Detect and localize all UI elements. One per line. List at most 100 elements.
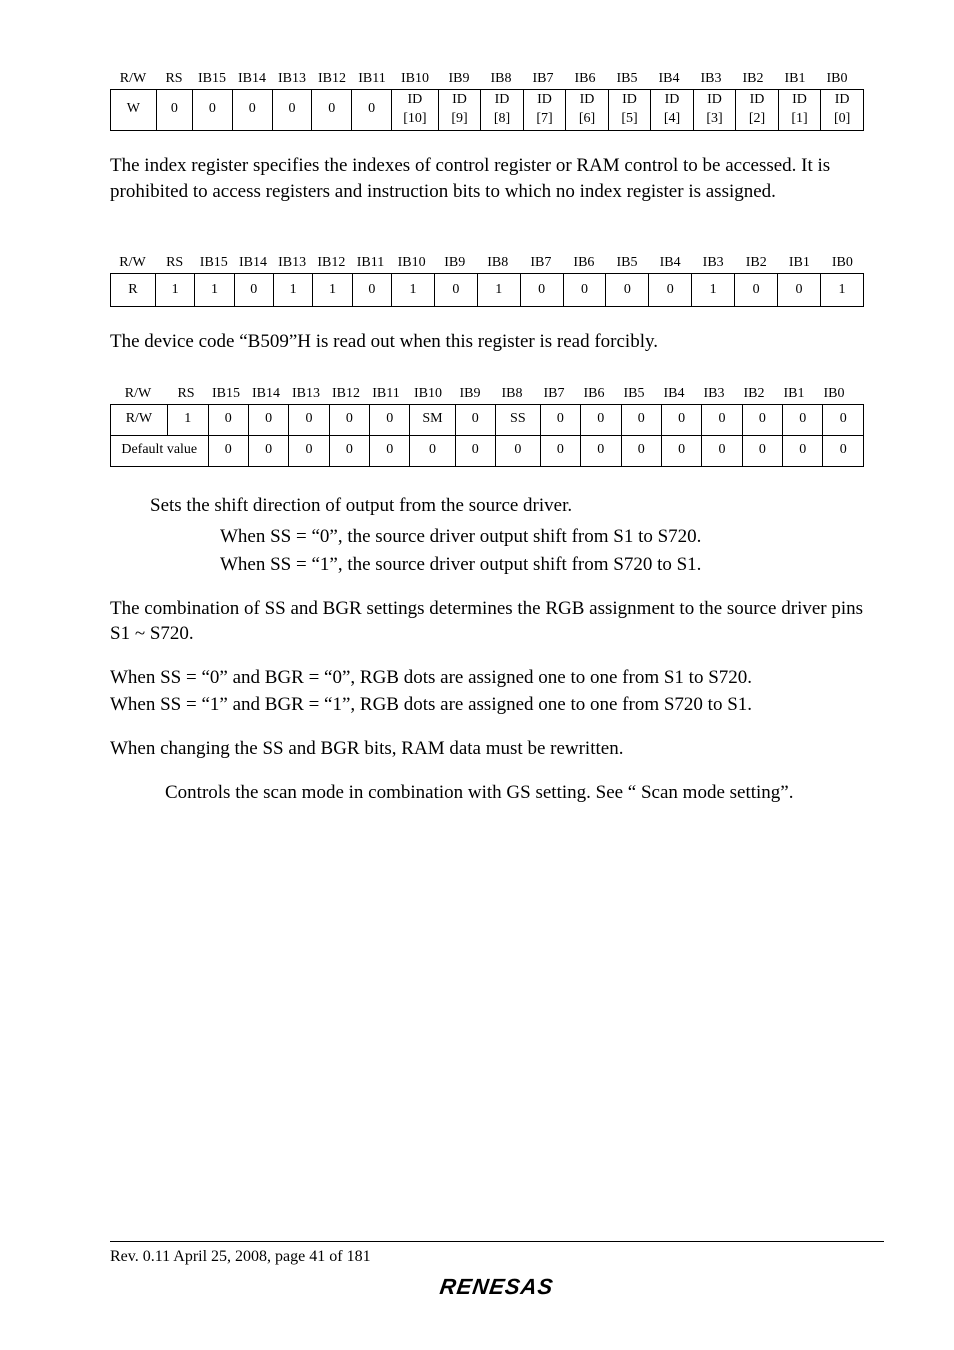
col-header: IB5	[614, 385, 654, 404]
reg-cell: 0	[823, 404, 864, 435]
reg-cell: 0	[329, 435, 369, 466]
reg-cell: 0	[621, 404, 661, 435]
reg-cell: ID[2]	[736, 89, 779, 130]
reg-cell: 1	[313, 274, 352, 307]
reg-cell: 1	[392, 274, 435, 307]
reg-cell: 0	[289, 435, 329, 466]
col-header: IB7	[519, 254, 562, 273]
reg-cell: 0	[289, 404, 329, 435]
reg-cell: 0	[540, 404, 580, 435]
sm-description-block: Controls the scan mode in combination wi…	[110, 780, 864, 806]
reg-cell: 1	[273, 274, 312, 307]
reg-cell: 0	[581, 404, 621, 435]
reg-cell: 0	[742, 404, 782, 435]
reg-cell: 0	[156, 89, 192, 130]
col-header: IB9	[438, 70, 480, 89]
col-header: IB4	[648, 70, 690, 89]
col-header: RS	[156, 70, 192, 89]
reg-cell: 0	[649, 274, 692, 307]
reg-cell: SM	[410, 404, 455, 435]
col-header: IB1	[774, 70, 816, 89]
footer-rule	[110, 1241, 884, 1242]
reg-cell: 0	[234, 274, 273, 307]
col-header: IB14	[246, 385, 286, 404]
col-header: IB10	[390, 254, 433, 273]
col-header: R/W	[110, 254, 155, 273]
sm-line: Controls the scan mode in combination wi…	[165, 780, 864, 806]
ss-case-1: When SS = “1”, the source driver output …	[220, 552, 864, 578]
reg-cell: ID[7]	[523, 89, 566, 130]
col-header: IB7	[522, 70, 564, 89]
col-header: IB14	[233, 254, 272, 273]
reg-cell: ID[3]	[693, 89, 736, 130]
rw-cell: Default value	[111, 435, 209, 466]
col-header: IB8	[480, 70, 522, 89]
col-header: IB3	[694, 385, 734, 404]
col-header: IB6	[564, 70, 606, 89]
reg-cell: 0	[329, 404, 369, 435]
reg-cell: 1	[477, 274, 520, 307]
reg-cell: 0	[783, 404, 823, 435]
reg-cell: 0	[606, 274, 649, 307]
col-header: IB6	[562, 254, 605, 273]
reg-cell: ID[1]	[778, 89, 821, 130]
rw-cell: W	[111, 89, 157, 130]
col-header: IB8	[490, 385, 534, 404]
reg-cell: 0	[434, 274, 477, 307]
col-header: IB10	[392, 70, 438, 89]
device-code-paragraph: The device code “B509”H is read out when…	[110, 329, 864, 355]
reg-cell: ID[6]	[566, 89, 609, 130]
page-footer: Rev. 0.11 April 25, 2008, page 41 of 181…	[110, 1241, 884, 1300]
col-header: IB12	[326, 385, 366, 404]
col-header: IB12	[312, 70, 352, 89]
col-header: IB9	[433, 254, 476, 273]
reg-cell: 0	[352, 89, 392, 130]
ss0-bgr0-line: When SS = “0” and BGR = “0”, RGB dots ar…	[110, 665, 864, 691]
reg-cell: 0	[370, 435, 410, 466]
col-header: IB11	[366, 385, 406, 404]
ss1-bgr1-line: When SS = “1” and BGR = “1”, RGB dots ar…	[110, 692, 864, 718]
col-header: IB6	[574, 385, 614, 404]
reg-cell: ID[10]	[391, 89, 438, 130]
renesas-logo: RENESAS	[440, 1274, 553, 1299]
reg-cell: 0	[193, 89, 233, 130]
col-header: IB10	[406, 385, 450, 404]
index-register-table: R/WRSIB15IB14IB13IB12IB11IB10IB9IB8IB7IB…	[110, 70, 864, 131]
reg-cell: 0	[702, 404, 742, 435]
col-header: IB1	[774, 385, 814, 404]
col-header: IB8	[476, 254, 519, 273]
col-header: IB13	[286, 385, 326, 404]
reg-cell: 0	[410, 435, 455, 466]
reg-cell: 0	[232, 89, 272, 130]
col-header: IB9	[450, 385, 490, 404]
col-header: IB15	[194, 254, 233, 273]
col-header: IB5	[605, 254, 648, 273]
reg-cell: 0	[248, 435, 288, 466]
col-header: IB0	[821, 254, 864, 273]
reg-cell: 0	[352, 274, 391, 307]
col-header: RS	[155, 254, 194, 273]
reg-cell: 0	[778, 274, 821, 307]
reg-cell: ID[4]	[651, 89, 694, 130]
col-header: IB3	[692, 254, 735, 273]
reg-cell: 0	[455, 435, 495, 466]
reg-cell: 0	[735, 274, 778, 307]
col-header: RS	[166, 385, 206, 404]
reg-cell: 0	[783, 435, 823, 466]
reg-cell: 0	[495, 435, 540, 466]
col-header: R/W	[110, 385, 166, 404]
reg-cell: 1	[167, 404, 208, 435]
reg-cell: ID[5]	[608, 89, 651, 130]
col-header: IB14	[232, 70, 272, 89]
reg-cell: 0	[455, 404, 495, 435]
ss-description-block: Sets the shift direction of output from …	[150, 493, 864, 578]
device-code-table: R/WRSIB15IB14IB13IB12IB11IB10IB9IB8IB7IB…	[110, 254, 864, 307]
reg-cell: 0	[370, 404, 410, 435]
col-header: IB12	[312, 254, 351, 273]
col-header: IB1	[778, 254, 821, 273]
rw-cell: R	[111, 274, 156, 307]
col-header: IB4	[654, 385, 694, 404]
col-header: IB13	[272, 70, 312, 89]
col-header: IB7	[534, 385, 574, 404]
col-header: IB15	[192, 70, 232, 89]
